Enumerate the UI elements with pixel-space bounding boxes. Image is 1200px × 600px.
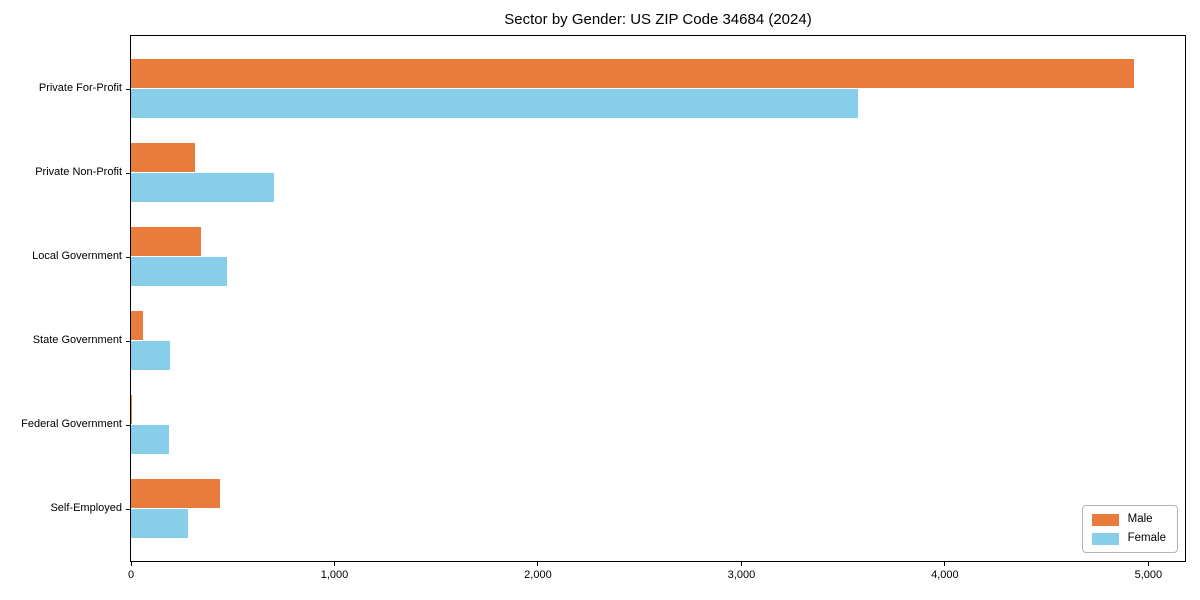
x-tick-label-3000: 3,000: [727, 569, 756, 581]
bar-private-for-profit-female: [131, 88, 859, 118]
y-tick-mark: [126, 256, 130, 258]
bar-federal-government-male: [131, 395, 133, 425]
y-tick-mark: [126, 424, 130, 426]
bar-private-non-profit-female: [131, 172, 275, 202]
legend-swatch-female-icon: [1091, 532, 1119, 545]
y-tick-mark: [126, 508, 130, 510]
y-tick-label-federal-government: Federal Government: [21, 418, 122, 430]
x-tick-mark: [944, 562, 946, 566]
y-tick-label-state-government: State Government: [32, 334, 122, 346]
x-tick-label-1000: 1,000: [320, 569, 349, 581]
y-tick-label-self-employed: Self-Employed: [50, 502, 122, 514]
bar-local-government-male: [131, 227, 201, 257]
plot-area: Male Female: [130, 35, 1186, 562]
x-tick-label-0: 0: [127, 569, 135, 581]
y-tick-label-private-non-profit: Private Non-Profit: [35, 166, 122, 178]
bar-private-non-profit-male: [131, 143, 195, 173]
bar-self-employed-female: [131, 508, 188, 538]
y-tick-mark: [126, 340, 130, 342]
y-tick-label-private-for-profit: Private For-Profit: [38, 82, 122, 94]
bar-state-government-female: [131, 340, 171, 370]
bar-private-for-profit-male: [131, 59, 1135, 89]
legend-swatch-male-icon: [1091, 513, 1119, 526]
y-tick-mark: [126, 88, 130, 90]
legend-label-male: Male: [1127, 513, 1153, 525]
legend-item-female: Female: [1091, 532, 1166, 545]
bar-local-government-female: [131, 256, 227, 286]
x-tick-label-5000: 5,000: [1134, 569, 1163, 581]
legend: Male Female: [1081, 505, 1178, 553]
bar-federal-government-female: [131, 424, 170, 454]
x-tick-mark: [130, 562, 132, 566]
bar-self-employed-male: [131, 479, 221, 509]
x-tick-label-2000: 2,000: [524, 569, 552, 581]
y-tick-mark: [126, 172, 130, 174]
bar-state-government-male: [131, 311, 143, 341]
y-tick-label-local-government: Local Government: [32, 250, 122, 262]
x-tick-mark: [1147, 562, 1149, 566]
x-tick-mark: [537, 562, 539, 566]
legend-label-female: Female: [1127, 532, 1166, 544]
x-tick-mark: [740, 562, 742, 566]
x-tick-mark: [333, 562, 335, 566]
x-tick-label-4000: 4,000: [931, 569, 959, 581]
chart-title: Sector by Gender: US ZIP Code 34684 (202…: [504, 11, 812, 28]
legend-item-male: Male: [1091, 513, 1166, 526]
